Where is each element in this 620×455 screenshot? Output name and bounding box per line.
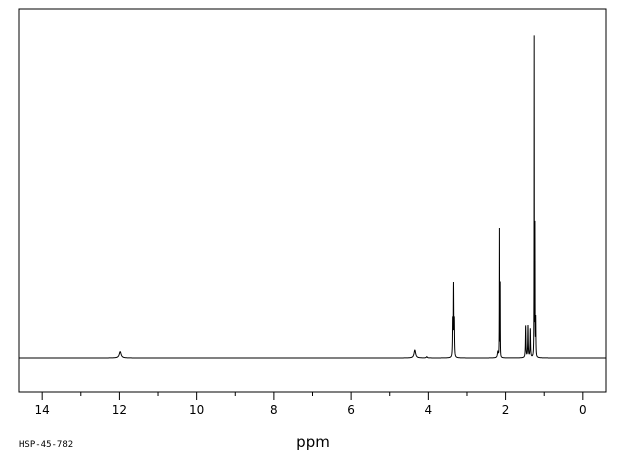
x-tick-label: 10: [189, 403, 204, 417]
x-tick-label: 2: [502, 403, 510, 417]
x-axis-label: ppm: [296, 433, 330, 451]
x-tick-label: 14: [35, 403, 50, 417]
x-tick-label: 6: [347, 403, 355, 417]
spectrum-trace: [19, 35, 606, 359]
spectrum-id-label: HSP-45-782: [19, 440, 73, 450]
x-tick-label: 4: [425, 403, 433, 417]
x-tick-label: 0: [579, 403, 587, 417]
x-axis: 14 12 10 8 6 4 2 0: [35, 392, 587, 417]
x-tick-label: 12: [112, 403, 127, 417]
x-tick-label: 8: [270, 403, 278, 417]
plot-frame: [18, 8, 607, 393]
